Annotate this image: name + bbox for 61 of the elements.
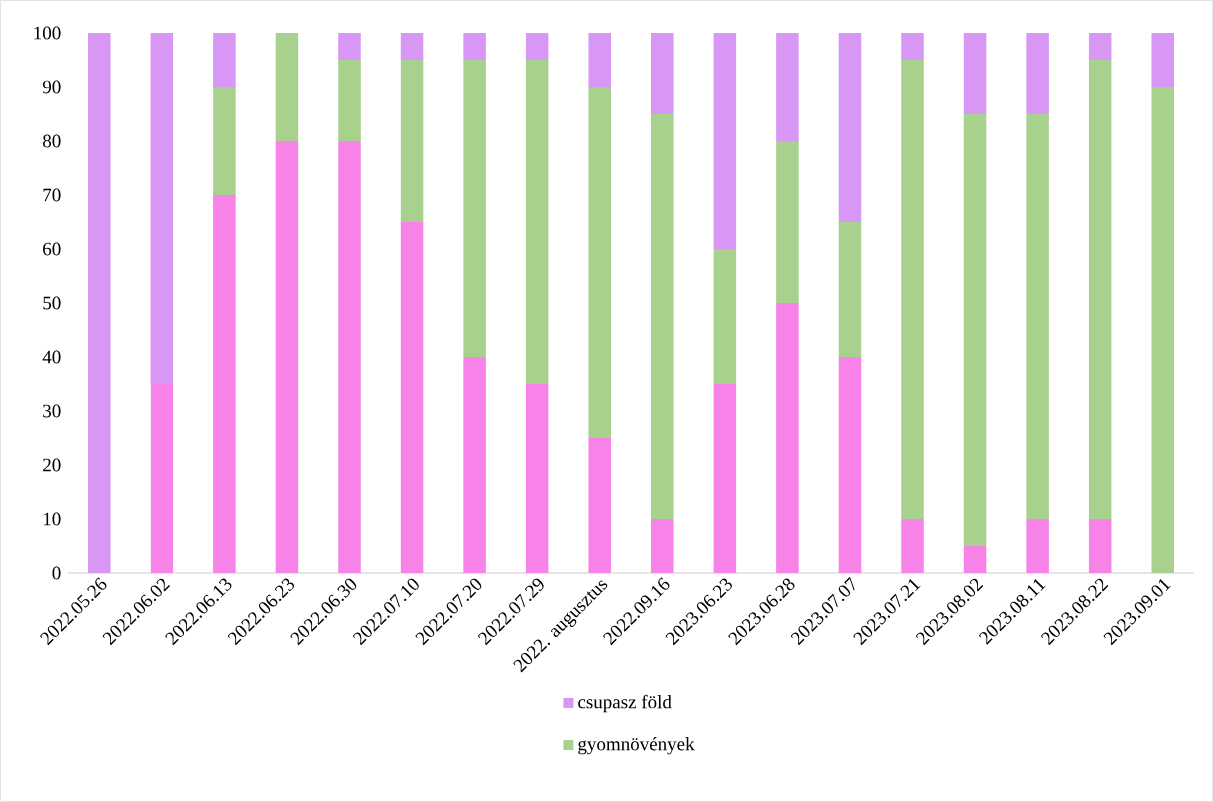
bar (338, 140, 361, 573)
bar (776, 140, 799, 303)
y-tick-label: 50 (43, 296, 61, 310)
bar (713, 32, 737, 249)
bar (525, 383, 549, 573)
bar (1088, 519, 1112, 573)
bar (838, 356, 862, 573)
bar (463, 356, 486, 573)
bar (400, 59, 424, 222)
bar (150, 383, 174, 573)
bar (1088, 59, 1112, 519)
bar (776, 32, 799, 141)
bar (213, 195, 236, 573)
y-tick-label: 100 (34, 26, 61, 40)
bar (338, 32, 361, 60)
y-tick-label: 10 (43, 512, 61, 526)
bar (1026, 113, 1049, 519)
y-tick-label: 40 (42, 350, 61, 364)
bar (463, 59, 486, 357)
bar (1026, 32, 1049, 114)
bar (338, 59, 361, 141)
bar (150, 32, 174, 384)
bar (1088, 32, 1112, 60)
bar (588, 438, 611, 573)
bar (713, 383, 737, 573)
bar (776, 302, 799, 573)
bar (651, 113, 674, 519)
bar (963, 113, 987, 546)
legend-label: gyomnövények (578, 737, 695, 755)
bar (213, 86, 236, 195)
bar (525, 59, 549, 384)
bar (1026, 519, 1049, 573)
y-tick-label: 20 (43, 458, 61, 472)
y-tick-label: 90 (42, 80, 61, 94)
bar (901, 32, 924, 60)
bar (88, 32, 111, 573)
y-tick-label: 30 (43, 404, 61, 418)
bar (713, 248, 737, 384)
bar (901, 519, 924, 573)
y-tick-label: 70 (43, 188, 61, 202)
bar (838, 221, 862, 357)
bar (275, 32, 299, 141)
bar (651, 32, 674, 114)
bar (213, 32, 236, 87)
bar (651, 519, 674, 573)
y-tick-label: 80 (42, 134, 61, 148)
bar (400, 32, 424, 60)
bar (1151, 86, 1174, 573)
legend-label: csupasz föld (578, 694, 672, 713)
bar (838, 32, 862, 222)
bar (963, 32, 987, 114)
y-tick-label: 60 (43, 242, 61, 256)
bar (1151, 32, 1174, 87)
bar (275, 140, 299, 573)
bar (588, 32, 611, 87)
bar (400, 221, 424, 573)
bar (525, 32, 549, 60)
bar (463, 32, 486, 60)
bar (901, 59, 924, 519)
bar (588, 86, 611, 438)
bar (963, 546, 987, 573)
